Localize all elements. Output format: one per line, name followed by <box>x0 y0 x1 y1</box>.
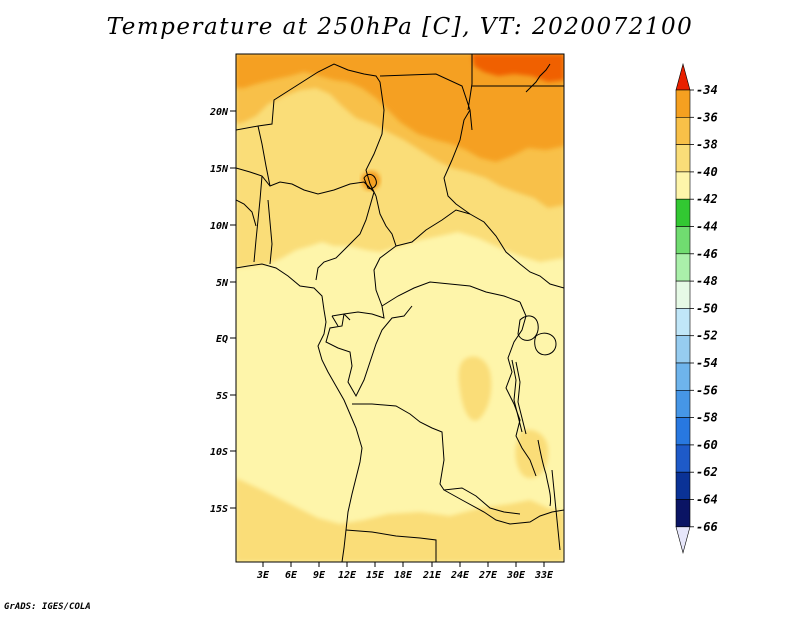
border-gabon <box>331 313 351 327</box>
colorbar-label: -64 <box>696 493 718 507</box>
border-zambia <box>443 489 564 525</box>
fill-band-40-42-south <box>236 478 564 562</box>
colorbar-swatch <box>675 417 691 446</box>
colorbar-swatch <box>675 144 691 173</box>
border-nigeria <box>236 167 375 281</box>
map-frame <box>235 53 565 563</box>
lon-label: 18E <box>394 570 413 581</box>
colorbar-swatch <box>675 171 691 200</box>
lat-label: 10N <box>210 221 229 232</box>
lake-victoria <box>534 332 557 356</box>
colorbar-label: -36 <box>696 110 718 124</box>
lakes-east <box>511 315 539 435</box>
colorbar-swatch <box>675 89 691 118</box>
lat-label: 5N <box>216 278 229 289</box>
lat-label: 15N <box>210 164 229 175</box>
border-car <box>381 209 521 307</box>
colorbar-swatch <box>675 198 691 227</box>
colorbar-label: -50 <box>696 301 718 315</box>
lat-label: 20N <box>209 107 229 118</box>
colorbar: -34 -36 -38 -40 -42 -44 -46 -48 -50 -52 -54 -56 -58 -… <box>675 62 718 554</box>
border-angola-south <box>345 529 437 562</box>
lon-label: 9E <box>313 570 326 581</box>
colorbar-label: -34 <box>696 83 718 97</box>
colorbar-swatch <box>675 308 691 336</box>
border-west-inner <box>236 125 273 265</box>
lon-label: 12E <box>338 570 357 581</box>
longitude-axis: 3E 6E 9E 12E 15E 18E 21E 24E 27E 30E 33E <box>256 562 554 581</box>
latitude-axis: 20N 15N 10N 5N EQ 5S 10S 15S <box>209 107 236 515</box>
colorbar-swatch <box>675 362 691 391</box>
fill-band-40-42-patch <box>458 356 492 421</box>
colorbar-label: -42 <box>696 192 718 206</box>
colorbar-bottom-arrow <box>675 526 691 554</box>
colorbar-label: -38 <box>696 138 718 152</box>
credit-label: GrADS: IGES/COLA <box>4 602 91 612</box>
lon-label: 24E <box>450 570 470 581</box>
colorbar-swatch <box>675 335 691 364</box>
lon-label: 33E <box>534 570 554 581</box>
border-drc-east <box>505 301 537 477</box>
colorbar-label: -62 <box>696 465 718 479</box>
colorbar-swatch <box>675 389 691 418</box>
fill-band-36-38 <box>236 54 564 162</box>
lon-label: 6E <box>285 570 298 581</box>
lat-label: 15S <box>210 504 228 515</box>
lon-label: 3E <box>256 570 270 581</box>
colorbar-label: -40 <box>696 165 718 179</box>
border-angola <box>352 403 521 515</box>
colorbar-label: -48 <box>696 274 718 288</box>
fill-band-40-42-patch2 <box>515 429 549 479</box>
colorbar-label: -52 <box>696 329 718 343</box>
lake-malawi <box>537 439 551 507</box>
colorbar-swatch <box>675 471 691 500</box>
colorbar-label: -46 <box>696 247 718 261</box>
colorbar-swatch <box>675 226 691 255</box>
temperature-fill <box>236 54 564 562</box>
colorbar-label: -66 <box>696 520 718 534</box>
lat-label: 10S <box>210 447 228 458</box>
colorbar-label: -60 <box>696 438 718 452</box>
coastline-west-africa <box>236 263 363 562</box>
border-libya-egypt <box>379 54 473 131</box>
colorbar-label: -56 <box>696 383 718 397</box>
lake-chad <box>363 173 377 189</box>
colorbar-label: -44 <box>696 220 718 234</box>
colorbar-top-arrow <box>675 62 691 91</box>
colorbar-swatch <box>675 444 691 473</box>
lat-label: 5S <box>216 391 228 402</box>
lon-label: 30E <box>506 570 526 581</box>
coast-red-sea <box>525 63 551 93</box>
border-sudan <box>443 109 564 289</box>
colorbar-swatch <box>675 280 691 309</box>
border-congo <box>325 305 413 398</box>
lat-label: EQ <box>216 334 228 345</box>
border-sahara <box>236 63 385 197</box>
chart-title: Temperature at 250hPa [C], VT: 202007210… <box>106 14 694 40</box>
border-mozambique <box>551 469 561 551</box>
colorbar-label: -54 <box>696 356 718 370</box>
colorbar-swatch <box>675 253 691 282</box>
colorbar-swatch <box>675 117 691 145</box>
colorbar-label: -58 <box>696 411 718 425</box>
colorbar-swatch <box>675 499 691 528</box>
border-cameroon <box>331 195 397 319</box>
borders <box>236 54 564 562</box>
lon-label: 21E <box>422 570 442 581</box>
lon-label: 15E <box>366 570 385 581</box>
lon-label: 27E <box>478 570 498 581</box>
